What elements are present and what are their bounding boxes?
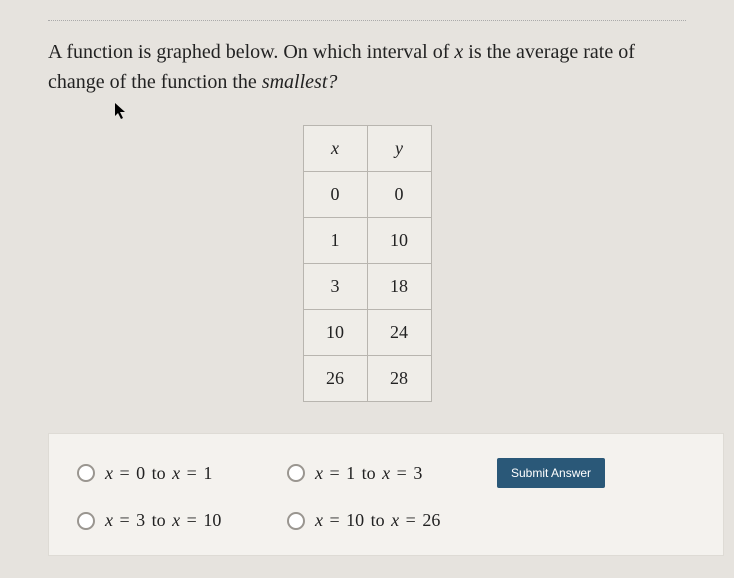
question-text: A function is graphed below. On which in…	[0, 29, 734, 97]
data-table-container: x y 0 0 1 10 3 18 10 24 26 28	[0, 125, 734, 402]
table-cell: 26	[303, 356, 367, 402]
table-cell: 3	[303, 264, 367, 310]
table-cell: 10	[303, 310, 367, 356]
submit-button[interactable]: Submit Answer	[497, 458, 605, 488]
table-cell: 28	[367, 356, 431, 402]
choice-0[interactable]: x = 0 to x = 1	[77, 463, 287, 484]
table-cell: 1	[303, 218, 367, 264]
choice-label: x = 3 to x = 10	[105, 510, 221, 531]
table-row: 0 0	[303, 172, 431, 218]
choice-label: x = 10 to x = 26	[315, 510, 440, 531]
radio-icon	[287, 512, 305, 530]
table-cell: 10	[367, 218, 431, 264]
table-header-row: x y	[303, 126, 431, 172]
table-header-x: x	[303, 126, 367, 172]
table-cell: 18	[367, 264, 431, 310]
radio-icon	[77, 512, 95, 530]
table-row: 26 28	[303, 356, 431, 402]
answer-panel: x = 0 to x = 1 x = 1 to x = 3 Submit Ans…	[48, 433, 724, 556]
radio-icon	[77, 464, 95, 482]
choice-1[interactable]: x = 1 to x = 3	[287, 463, 497, 484]
cursor-icon	[114, 102, 128, 120]
table-cell: 0	[303, 172, 367, 218]
data-table: x y 0 0 1 10 3 18 10 24 26 28	[303, 125, 432, 402]
table-row: 10 24	[303, 310, 431, 356]
table-header-y: y	[367, 126, 431, 172]
question-variable: x	[454, 41, 463, 63]
table-row: 1 10	[303, 218, 431, 264]
question-part1: A function is graphed below. On which in…	[48, 41, 454, 63]
table-cell: 24	[367, 310, 431, 356]
section-divider	[48, 20, 686, 21]
choice-3[interactable]: x = 10 to x = 26	[287, 510, 497, 531]
radio-icon	[287, 464, 305, 482]
choice-label: x = 0 to x = 1	[105, 463, 212, 484]
choice-label: x = 1 to x = 3	[315, 463, 422, 484]
question-emphasis: smallest?	[262, 71, 338, 93]
table-cell: 0	[367, 172, 431, 218]
table-row: 3 18	[303, 264, 431, 310]
choice-2[interactable]: x = 3 to x = 10	[77, 510, 287, 531]
